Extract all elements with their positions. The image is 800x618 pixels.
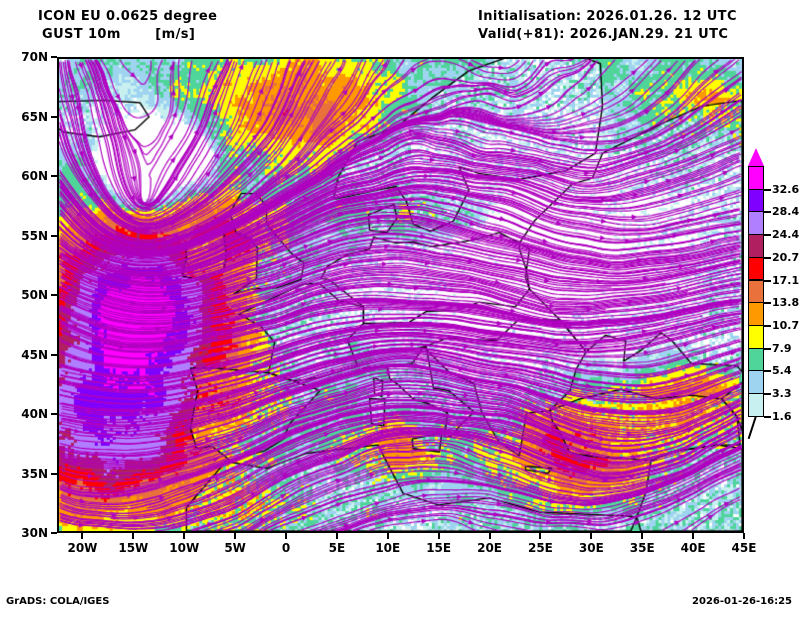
x-tick-label: 5W	[224, 541, 246, 555]
colorbar-tick-label: 3.3	[772, 387, 792, 400]
colorbar-tick-label: 13.8	[772, 296, 800, 310]
colorbar-tick-label: 24.4	[772, 228, 800, 242]
x-tick-label: 10E	[375, 541, 401, 555]
x-tick-label: 40E	[680, 541, 706, 555]
y-tick-label: 40N	[21, 407, 48, 421]
header-model-line: ICON EU 0.0625 degree	[38, 9, 218, 24]
x-tick-mark	[641, 533, 644, 539]
colorbar-swatch	[748, 256, 764, 281]
y-tick-mark	[51, 175, 57, 177]
x-tick-label: 35E	[629, 541, 655, 555]
x-tick-label: 0	[281, 541, 291, 555]
colorbar-tick-label: 1.6	[772, 409, 792, 423]
colorbar-tick-label: 17.1	[772, 273, 800, 287]
x-tick-mark	[743, 533, 745, 539]
colorbar-tick-mark	[764, 393, 771, 395]
colorbar-swatch	[748, 211, 764, 236]
colorbar[interactable]: 1.6 3.3 5.4 7.9 10.7 13.8 17.1 20.7 24.4 28.4 32.6	[747, 148, 800, 440]
colorbar-swatch	[748, 234, 764, 258]
x-tick-mark	[234, 533, 237, 539]
x-tick-label: 15E	[426, 541, 452, 555]
gust-field-raster	[59, 59, 742, 531]
x-tick-mark	[692, 533, 695, 539]
colorbar-tick-label: 7.9	[772, 341, 792, 355]
colorbar-tick-label: 28.4	[772, 205, 800, 219]
x-tick-mark	[539, 533, 542, 539]
x-tick-mark	[488, 533, 491, 539]
x-tick-label: 30E	[578, 541, 604, 555]
y-tick-mark	[51, 472, 57, 475]
y-tick-mark	[51, 56, 57, 58]
x-tick-mark	[183, 533, 186, 539]
colorbar-tick-label: 20.7	[772, 250, 800, 264]
x-tick-mark	[132, 533, 135, 539]
x-tick-label: 15W	[118, 541, 149, 555]
map-plot-area[interactable]	[57, 57, 744, 533]
y-tick-mark	[51, 234, 57, 237]
x-tick-mark	[437, 533, 440, 539]
footer-credit: GrADS: COLA/IGES	[6, 596, 110, 607]
x-tick-mark	[386, 533, 389, 539]
header-variable-line: GUST 10m [m/s]	[42, 27, 196, 42]
y-tick-label: 60N	[21, 169, 48, 183]
colorbar-tick-label: 10.7	[772, 318, 800, 332]
colorbar-tick-label: 32.6	[772, 182, 800, 196]
x-tick-label: 45E	[731, 541, 757, 555]
y-tick-mark	[51, 294, 57, 296]
colorbar-swatch	[748, 347, 764, 372]
footer-timestamp: 2026-01-26-16:25	[692, 596, 792, 607]
x-tick-label: 20W	[67, 541, 98, 555]
x-tick-label: 20E	[477, 541, 502, 555]
colorbar-swatch	[748, 166, 764, 190]
y-tick-mark	[51, 115, 57, 118]
x-tick-mark	[285, 533, 287, 539]
colorbar-tick-mark	[764, 211, 771, 214]
colorbar-tick-mark	[764, 415, 771, 418]
colorbar-tick-mark	[764, 234, 771, 237]
x-tick-label: 5E	[328, 541, 346, 555]
colorbar-swatch	[748, 279, 764, 304]
x-tick-label: 10W	[169, 541, 200, 555]
colorbar-tick-mark	[764, 347, 771, 350]
y-tick-mark	[51, 413, 57, 415]
colorbar-swatch	[748, 324, 764, 349]
colorbar-overflow-arrow-icon	[748, 148, 764, 166]
y-tick-label: 65N	[21, 109, 48, 124]
header-valid-line: Valid(+81): 2026.JAN.29. 21 UTC	[478, 27, 729, 42]
colorbar-tick-mark	[764, 370, 771, 373]
colorbar-tick-mark	[764, 279, 771, 282]
y-tick-label: 55N	[21, 228, 48, 243]
y-tick-mark	[51, 353, 57, 356]
colorbar-tick-mark	[764, 302, 771, 305]
colorbar-tick-mark	[764, 324, 771, 327]
colorbar-tick-mark	[764, 256, 771, 259]
colorbar-swatch	[748, 393, 764, 417]
x-tick-label: 25E	[527, 541, 553, 555]
x-tick-mark	[590, 533, 593, 539]
y-tick-label: 45N	[21, 347, 48, 362]
colorbar-tick-mark	[764, 188, 771, 191]
y-tick-label: 50N	[21, 288, 48, 302]
header-initialisation-line: Initialisation: 2026.01.26. 12 UTC	[478, 9, 737, 24]
y-tick-label: 30N	[21, 526, 48, 540]
colorbar-underflow-tail-icon	[747, 415, 757, 440]
y-tick-label: 35N	[21, 466, 48, 481]
colorbar-swatch	[748, 370, 764, 394]
y-tick-mark	[51, 532, 57, 534]
x-tick-mark	[81, 533, 84, 539]
colorbar-swatch	[748, 302, 764, 326]
x-tick-mark	[335, 533, 338, 539]
colorbar-tick-label: 5.4	[772, 364, 792, 378]
y-tick-label: 70N	[21, 50, 48, 64]
colorbar-swatch	[748, 188, 764, 213]
